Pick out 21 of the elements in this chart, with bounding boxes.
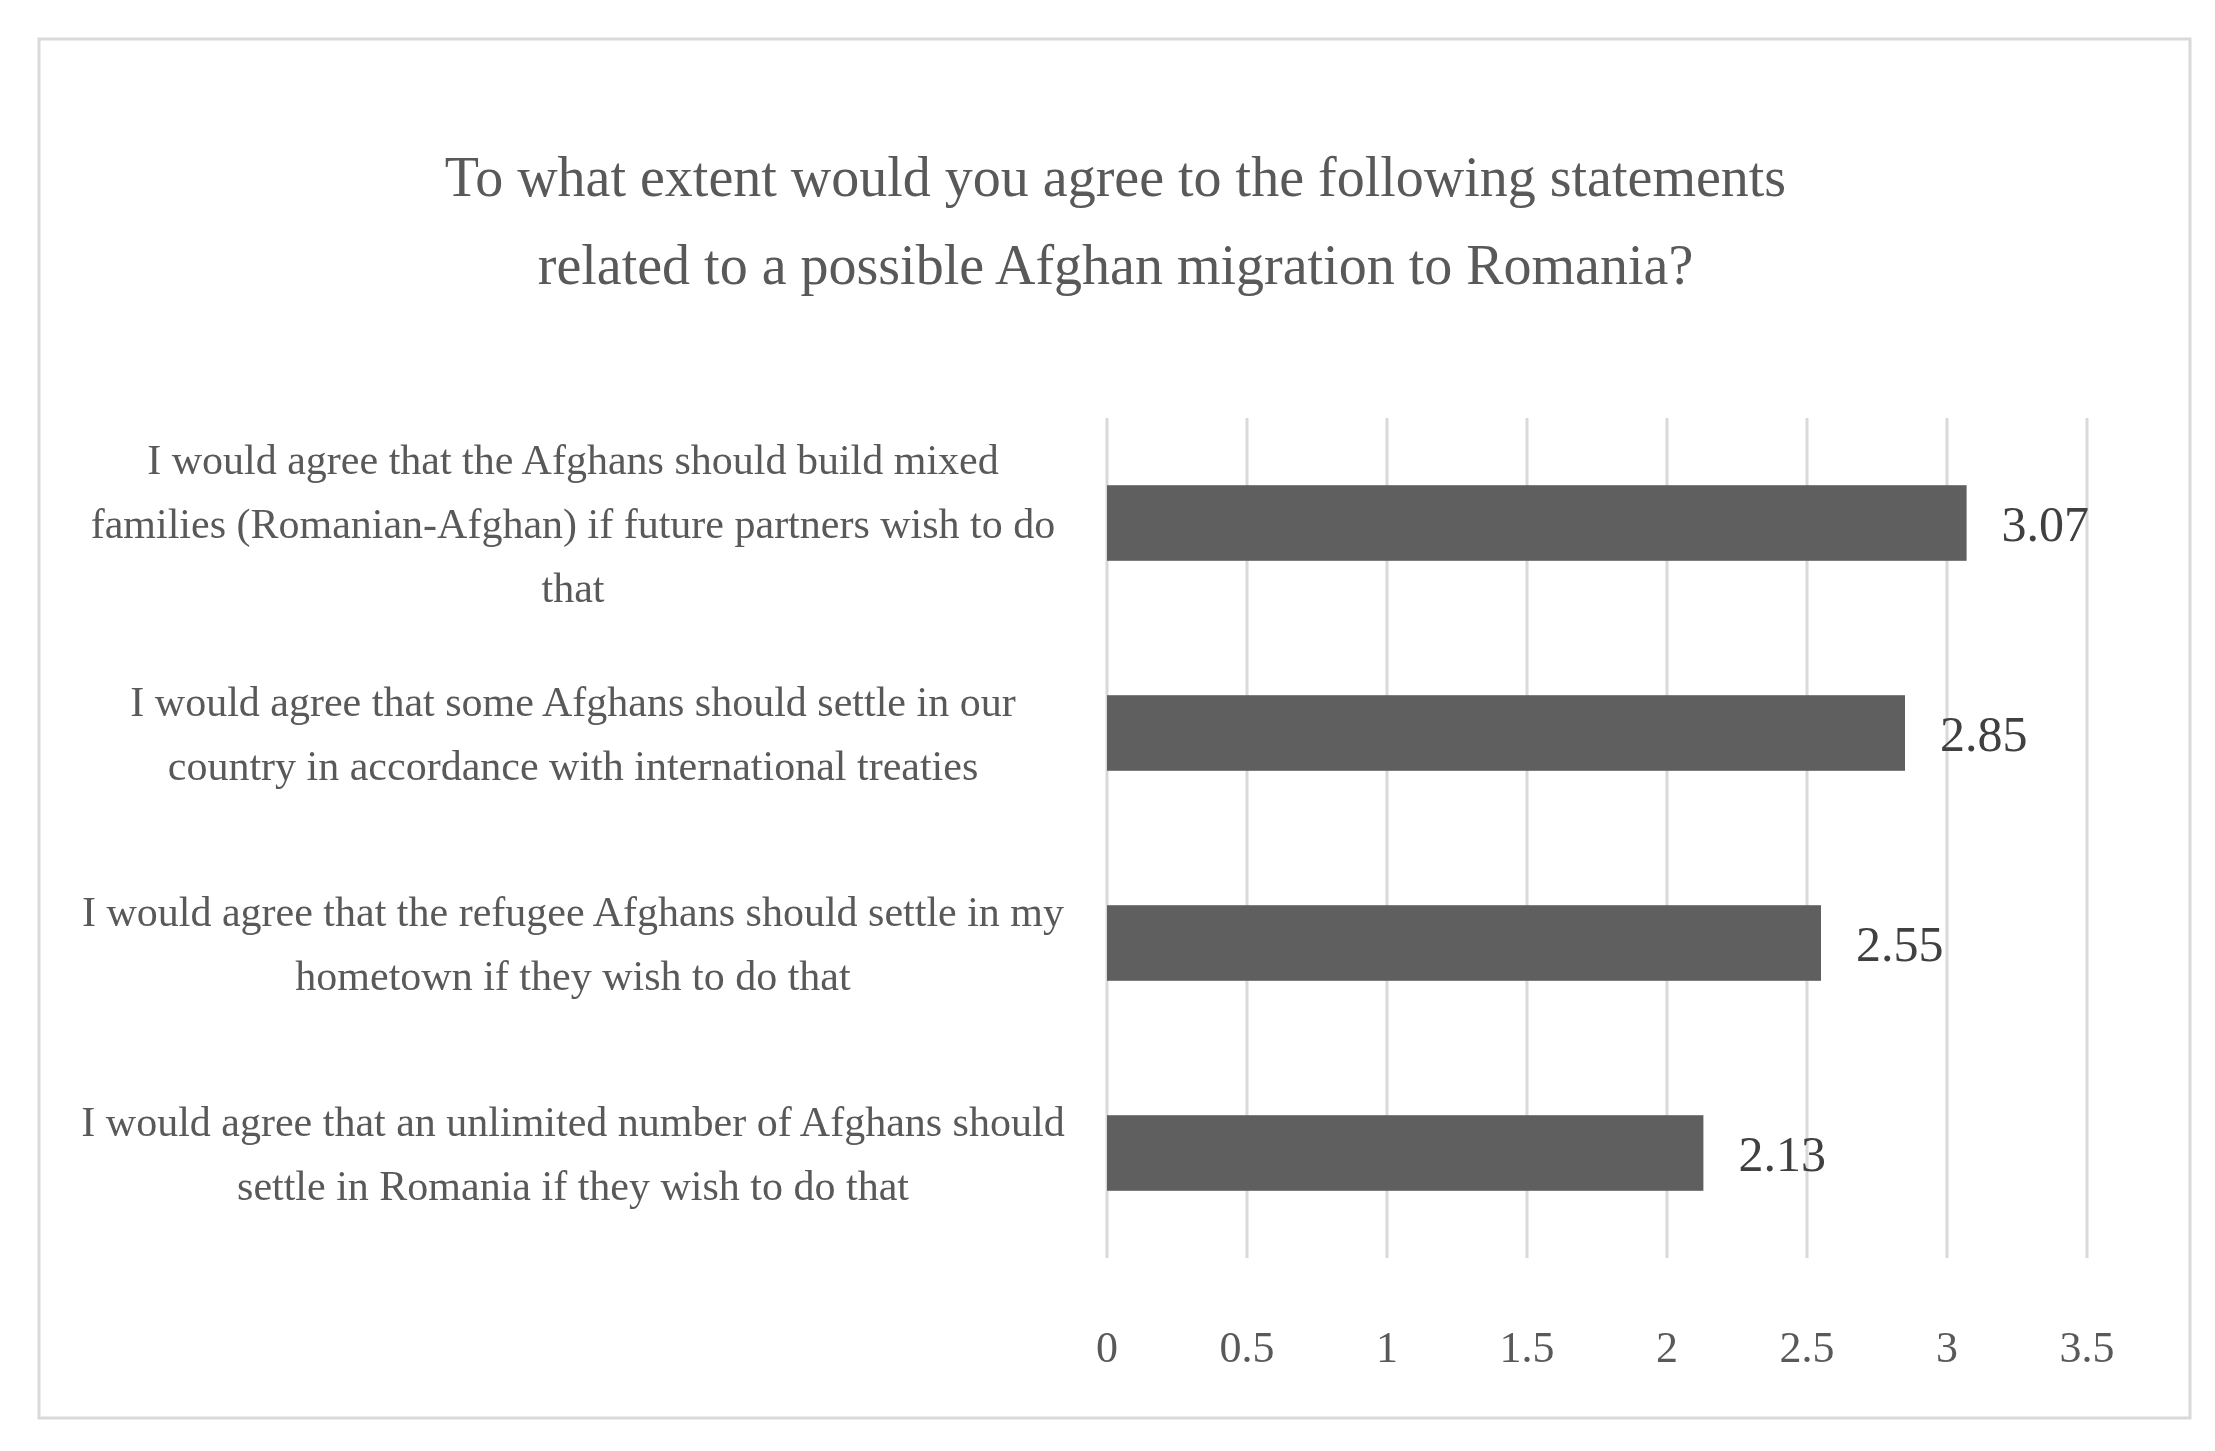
bar [1107, 485, 1967, 561]
x-tick-label: 0 [1096, 1323, 1118, 1373]
data-label: 2.85 [1940, 705, 2028, 762]
data-label: 3.07 [2001, 495, 2090, 552]
x-tick-label: 1.5 [1499, 1323, 1555, 1373]
bar [1107, 905, 1821, 981]
y-tick-label: I would agree that the refugee Afghans should settle in my hometown if they wish to do that [81, 888, 1065, 999]
y-tick-label: I would agree that an unlimited number of Afghans should settle in Romania if they wish to do that [81, 1098, 1065, 1209]
data-label: 2.55 [1856, 915, 1944, 972]
bar [1107, 1115, 1704, 1191]
y-tick-label: I would agree that some Afghans should settle in our country in accordance with international treaties [130, 678, 1016, 789]
x-tick-label: 0.5 [1219, 1323, 1275, 1373]
x-tick-label: 2.5 [1779, 1323, 1835, 1373]
x-tick-label: 3.5 [2059, 1323, 2115, 1373]
bar [1107, 695, 1905, 771]
chart-title: To what extent would you agree to the following statements related to a possible Afghan migration to Romania? [444, 145, 1787, 296]
x-tick-label: 2 [1656, 1323, 1678, 1373]
data-label: 2.13 [1738, 1125, 1826, 1182]
y-tick-label: I would agree that the Afghans should build mixed families (Romanian-Afghan) if future partners wish to do that [90, 436, 1056, 611]
x-tick-label: 1 [1376, 1323, 1398, 1373]
x-tick-label: 3 [1936, 1323, 1958, 1373]
